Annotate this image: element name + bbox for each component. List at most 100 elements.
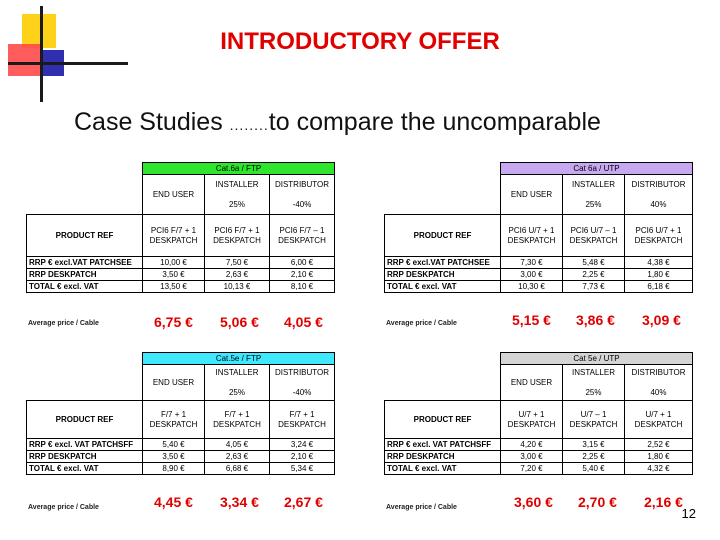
row-label-total: TOTAL € excl. VAT: [26, 462, 143, 475]
price-cell: 6,00 €: [269, 256, 335, 269]
col-distributor: DISTRIBUTOR -40%: [269, 364, 335, 401]
product-cell: F/7 + 1 DESKPATCH: [204, 400, 270, 439]
price-cell: 1,80 €: [624, 450, 693, 463]
avg-price-value: 3,60 €: [514, 494, 553, 510]
row-label-deskpatch: RRP DESKPATCH: [384, 450, 501, 463]
table-block-cat5e-utp: Cat 5e / UTP END USER INSTALLER 25% DISTR…: [384, 352, 693, 475]
avg-price-value: 2,16 €: [644, 494, 683, 510]
subtitle-main: Case Studies: [74, 108, 223, 136]
price-cell: 2,63 €: [204, 268, 270, 281]
col-end-user: END USER: [500, 174, 563, 215]
category-band: Cat 5e / UTP: [500, 352, 693, 365]
avg-price-value: 3,09 €: [642, 312, 681, 328]
product-cell: U/7 + 1 DESKPATCH: [624, 400, 693, 439]
avg-price-value: 3,86 €: [576, 312, 615, 328]
price-cell: 4,32 €: [624, 462, 693, 475]
price-cell: 3,50 €: [142, 268, 205, 281]
row-label-deskpatch: RRP DESKPATCH: [384, 268, 501, 281]
row-label-product-ref: PRODUCT REF: [26, 400, 143, 439]
table-block-cat6a-utp: Cat 6a / UTP END USER INSTALLER 25% DISTR…: [384, 162, 693, 293]
price-cell: 5,40 €: [142, 438, 205, 451]
row-label-total: TOTAL € excl. VAT: [384, 462, 501, 475]
col-end-user: END USER: [142, 364, 205, 401]
price-cell: 3,00 €: [500, 268, 563, 281]
product-cell: PCI6 U/7 + 1 DESKPATCH: [624, 214, 693, 257]
price-cell: 10,30 €: [500, 280, 563, 293]
col-installer: INSTALLER 25%: [204, 174, 270, 215]
avg-price-value: 5,15 €: [512, 312, 551, 328]
product-cell: F/7 + 1 DESKPATCH: [142, 400, 205, 439]
decor-yellow-square: [22, 14, 56, 48]
row-label-deskpatch: RRP DESKPATCH: [26, 268, 143, 281]
price-cell: 5,40 €: [562, 462, 625, 475]
decor-red-square: [8, 44, 40, 76]
row-label-total: TOTAL € excl. VAT: [26, 280, 143, 293]
price-table: Cat.6a / FTP END USER INSTALLER 25% DISTR…: [26, 162, 335, 293]
price-table: Cat.5e / FTP END USER INSTALLER 25% DISTR…: [26, 352, 335, 475]
product-cell: PCI6 U/7 – 1 DESKPATCH: [562, 214, 625, 257]
page-number: 12: [681, 506, 696, 521]
price-cell: 10,13 €: [204, 280, 270, 293]
price-table: Cat 6a / UTP END USER INSTALLER 25% DISTR…: [384, 162, 693, 293]
price-cell: 4,38 €: [624, 256, 693, 269]
product-cell: U/7 + 1 DESKPATCH: [500, 400, 563, 439]
page-subtitle: Case Studies ........to compare the unco…: [74, 108, 601, 137]
price-cell: 1,80 €: [624, 268, 693, 281]
row-label-rrp: RRP € excl.VAT PATCHSEE: [26, 256, 143, 269]
subtitle-rest: to compare the uncomparable: [268, 108, 601, 136]
row-label-rrp: RRP € excl. VAT PATCHSFF: [384, 438, 501, 451]
col-distributor: DISTRIBUTOR 40%: [624, 364, 693, 401]
avg-price-value: 5,06 €: [220, 314, 259, 330]
col-end-user: END USER: [142, 174, 205, 215]
col-installer: INSTALLER 25%: [562, 174, 625, 215]
price-cell: 7,30 €: [500, 256, 563, 269]
col-distributor: DISTRIBUTOR 40%: [624, 174, 693, 215]
price-cell: 5,34 €: [269, 462, 335, 475]
price-cell: 4,20 €: [500, 438, 563, 451]
price-cell: 2,25 €: [562, 268, 625, 281]
table-block-cat5e-ftp: Cat.5e / FTP END USER INSTALLER 25% DISTR…: [26, 352, 335, 475]
decor-horizontal-line: [8, 62, 128, 65]
price-cell: 7,73 €: [562, 280, 625, 293]
avg-price-value: 2,67 €: [284, 494, 323, 510]
price-cell: 8,10 €: [269, 280, 335, 293]
avg-price-label: Average price / Cable: [28, 504, 99, 511]
price-cell: 2,10 €: [269, 450, 335, 463]
col-installer: INSTALLER 25%: [562, 364, 625, 401]
product-cell: PCI6 F/7 + 1 DESKPATCH: [142, 214, 205, 257]
price-cell: 7,20 €: [500, 462, 563, 475]
subtitle-dots: ........: [229, 117, 269, 133]
price-cell: 6,68 €: [204, 462, 270, 475]
row-label-rrp: RRP € excl. VAT PATCHSFF: [26, 438, 143, 451]
avg-price-value: 4,05 €: [284, 314, 323, 330]
page-title: INTRODUCTORY OFFER: [220, 28, 500, 55]
avg-price-value: 4,45 €: [154, 494, 193, 510]
row-label-product-ref: PRODUCT REF: [384, 400, 501, 439]
price-cell: 3,15 €: [562, 438, 625, 451]
price-cell: 3,50 €: [142, 450, 205, 463]
price-cell: 8,90 €: [142, 462, 205, 475]
col-end-user: END USER: [500, 364, 563, 401]
price-cell: 2,63 €: [204, 450, 270, 463]
price-cell: 5,48 €: [562, 256, 625, 269]
price-cell: 10,00 €: [142, 256, 205, 269]
price-cell: 3,24 €: [269, 438, 335, 451]
product-cell: PCI6 F/7 – 1 DESKPATCH: [269, 214, 335, 257]
price-cell: 2,10 €: [269, 268, 335, 281]
product-cell: PCI6 U/7 + 1 DESKPATCH: [500, 214, 563, 257]
row-label-product-ref: PRODUCT REF: [26, 214, 143, 257]
row-label-rrp: RRP € excl.VAT PATCHSEE: [384, 256, 501, 269]
product-cell: F/7 + 1 DESKPATCH: [269, 400, 335, 439]
decor-vertical-line: [40, 6, 43, 102]
avg-price-label: Average price / Cable: [386, 320, 457, 327]
avg-price-label: Average price / Cable: [28, 320, 99, 327]
col-installer: INSTALLER 25%: [204, 364, 270, 401]
table-block-cat6a-ftp: Cat.6a / FTP END USER INSTALLER 25% DISTR…: [26, 162, 335, 293]
category-band: Cat.5e / FTP: [142, 352, 335, 365]
price-cell: 7,50 €: [204, 256, 270, 269]
row-label-product-ref: PRODUCT REF: [384, 214, 501, 257]
product-cell: PCI6 F/7 + 1 DESKPATCH: [204, 214, 270, 257]
price-cell: 2,25 €: [562, 450, 625, 463]
col-distributor: DISTRIBUTOR -40%: [269, 174, 335, 215]
price-cell: 13,50 €: [142, 280, 205, 293]
